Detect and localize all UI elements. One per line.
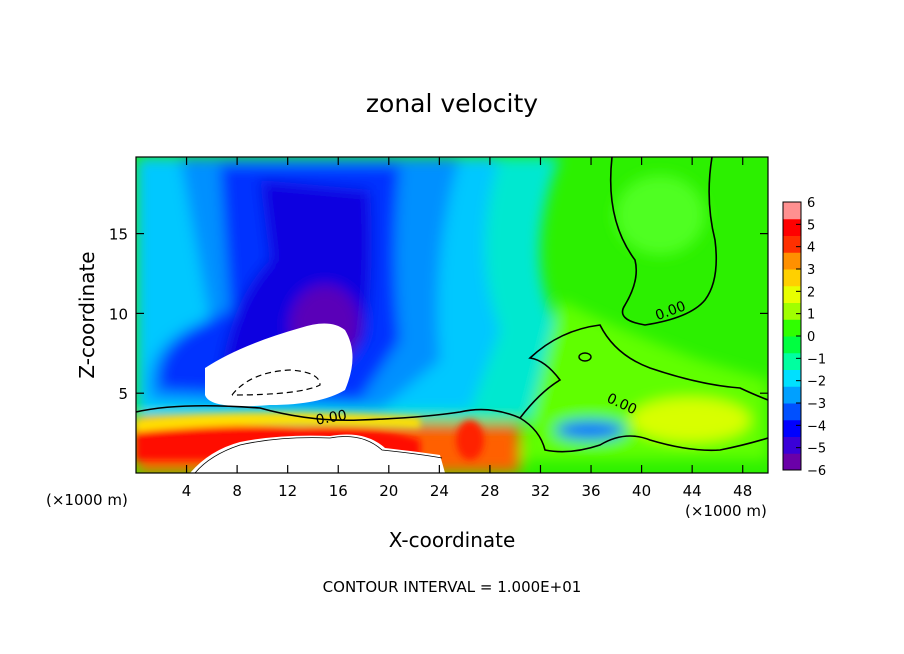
- colorbar-swatch: [783, 319, 801, 337]
- colorbar-swatch: [783, 352, 801, 370]
- x-axis-label: X-coordinate: [389, 528, 516, 552]
- x-tick-label: 40: [632, 482, 651, 500]
- colorbar-swatch: [783, 336, 801, 354]
- colorbar-tick-label: 4: [807, 241, 815, 256]
- contour-line-zero-mid: [136, 324, 768, 422]
- colorbar-tick-label: 5: [807, 218, 815, 233]
- x-tick-label: 32: [531, 482, 550, 500]
- field-blobs: [136, 157, 768, 473]
- colorbar-swatch: [783, 419, 801, 437]
- y-axis-label: Z-coordinate: [75, 251, 99, 378]
- colorbar-swatch: [783, 369, 801, 387]
- y-tick-label: 15: [109, 226, 128, 244]
- colorbar-tick-label: 3: [807, 263, 815, 278]
- colorbar-tick-label: 0: [807, 330, 815, 345]
- colorbar-tick-label: −5: [807, 442, 826, 457]
- y-axis-ticks: 5 10 15: [109, 226, 768, 403]
- plot-area: 0.00 0.00 0.00: [136, 157, 768, 473]
- field-red-spot: [456, 420, 484, 460]
- masked-region-lower: [190, 434, 445, 473]
- x-tick-label: 4: [182, 482, 192, 500]
- colorbar-tick-label: −3: [807, 397, 826, 412]
- colorbar-swatch: [783, 202, 801, 220]
- x-tick-label: 12: [278, 482, 297, 500]
- plot-frame: [135, 156, 769, 474]
- chart-title: zonal velocity: [366, 89, 538, 118]
- x-axis-ticks: 4 8 12 16 20 24 28 32 36 40 44 48: [182, 157, 752, 500]
- colorbar-tick-label: −2: [807, 375, 826, 390]
- field-yellow-strip: [136, 413, 420, 432]
- contour-line-terrain: [194, 436, 443, 473]
- x-tick-label: 16: [329, 482, 348, 500]
- contour-interval-note: CONTOUR INTERVAL = 1.000E+01: [323, 578, 582, 596]
- field-blue-low-right: [555, 420, 625, 440]
- field-green-top-right: [615, 175, 705, 255]
- x-tick-label: 48: [733, 482, 752, 500]
- y-tick-label: 10: [109, 305, 128, 323]
- x-tick-label: 8: [232, 482, 242, 500]
- contour-line-zero-top: [609, 157, 718, 326]
- y-tick-label: 5: [118, 385, 128, 403]
- colorbar-swatch: [783, 386, 801, 404]
- colorbar-swatch: [783, 218, 801, 236]
- colorbar-swatch: [783, 285, 801, 303]
- colorbar-tick-label: 6: [807, 196, 815, 211]
- colorbar: 6 5 4 3 2 1 0 −1 −2 −3 −4 −5 −6: [782, 196, 826, 479]
- colorbar-tick-label: −1: [807, 352, 826, 367]
- x-axis-unit-left: (×1000 m): [46, 491, 128, 509]
- x-tick-label: 44: [683, 482, 702, 500]
- x-axis-unit-right: (×1000 m): [685, 502, 767, 520]
- contour-loop: [578, 352, 592, 362]
- x-tick-label: 36: [581, 482, 600, 500]
- colorbar-tick-label: −4: [807, 419, 826, 434]
- x-tick-label: 24: [430, 482, 449, 500]
- field-yellow-right: [630, 398, 750, 442]
- colorbar-swatch: [783, 403, 801, 421]
- colorbar-tick-label: 1: [807, 308, 815, 323]
- colorbar-swatch: [783, 436, 801, 454]
- colorbar-swatch: [783, 269, 801, 287]
- colorbar-tick-label: −6: [807, 464, 826, 479]
- x-tick-label: 28: [480, 482, 499, 500]
- contour-line-zero-low: [519, 417, 768, 453]
- colorbar-swatch: [783, 235, 801, 253]
- colorbar-swatch: [783, 302, 801, 320]
- x-tick-label: 20: [379, 482, 398, 500]
- colorbar-swatch: [783, 453, 801, 471]
- contour-label-3: 0.00: [315, 407, 348, 428]
- colorbar-swatch: [783, 252, 801, 270]
- colorbar-tick-label: 2: [807, 285, 815, 300]
